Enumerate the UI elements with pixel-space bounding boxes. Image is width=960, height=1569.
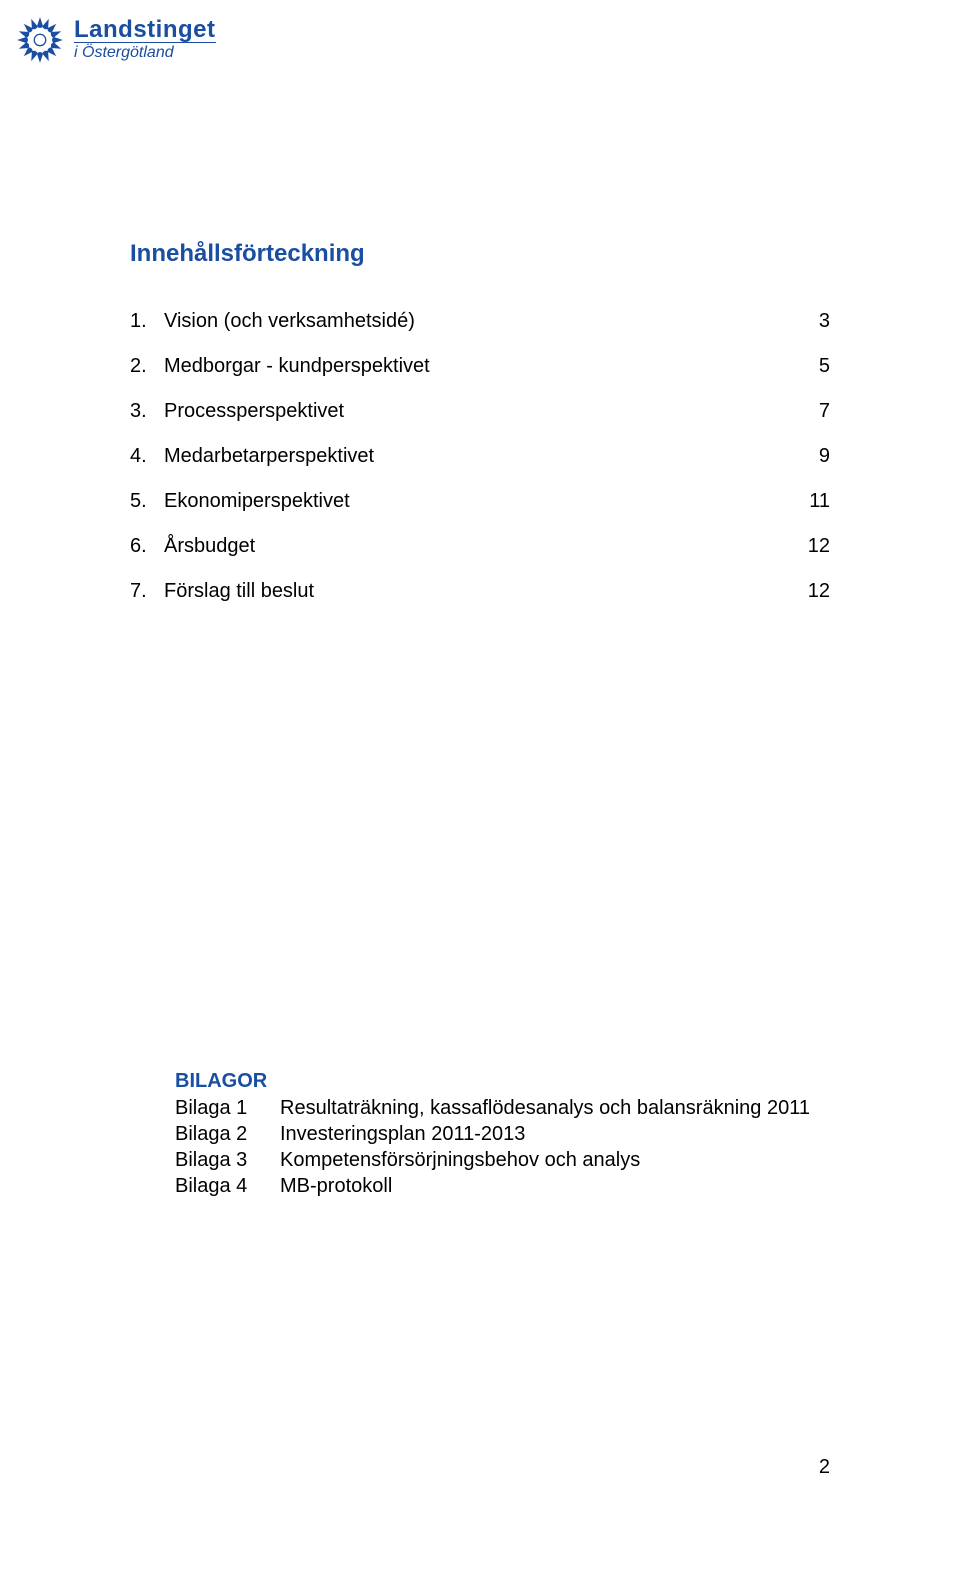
- toc-item-number: 5.: [130, 490, 164, 513]
- toc-item-page: 3: [790, 310, 830, 333]
- bilagor-item-desc: MB-protokoll: [280, 1175, 392, 1198]
- bilagor-item-key: Bilaga 3: [175, 1149, 280, 1172]
- toc-item-number: 4.: [130, 445, 164, 468]
- toc-item-page: 12: [790, 580, 830, 603]
- bilagor-item-desc: Investeringsplan 2011-2013: [280, 1123, 525, 1146]
- toc-item-page: 12: [790, 535, 830, 558]
- bilagor-section: BILAGOR Bilaga 1Resultaträkning, kassafl…: [175, 1070, 835, 1198]
- toc-list: 1.Vision (och verksamhetsidé)3 2.Medborga…: [130, 310, 830, 603]
- sunburst-icon: [14, 14, 66, 66]
- toc-item-label: Ekonomiperspektivet: [164, 490, 790, 513]
- toc-item-label: Medborgar - kundperspektivet: [164, 355, 790, 378]
- bilagor-item-key: Bilaga 2: [175, 1123, 280, 1146]
- toc-item-label: Förslag till beslut: [164, 580, 790, 603]
- logo-text: Landstinget i Östergötland: [74, 18, 216, 62]
- logo-sub: i Östergötland: [74, 42, 216, 62]
- toc-item-page: 5: [790, 355, 830, 378]
- toc-item-number: 2.: [130, 355, 164, 378]
- header-logo: Landstinget i Östergötland: [14, 14, 216, 66]
- toc-item-number: 7.: [130, 580, 164, 603]
- bilagor-item-desc: Resultaträkning, kassaflödesanalys och b…: [280, 1097, 810, 1120]
- bilagor-row: Bilaga 4MB-protokoll: [175, 1175, 835, 1198]
- toc-section: Innehållsförteckning 1.Vision (och verks…: [130, 240, 830, 603]
- toc-item-label: Årsbudget: [164, 535, 790, 558]
- toc-row: 6.Årsbudget12: [130, 535, 830, 558]
- bilagor-item-key: Bilaga 4: [175, 1175, 280, 1198]
- logo-main: Landstinget: [74, 18, 216, 42]
- bilagor-list: Bilaga 1Resultaträkning, kassaflödesanal…: [175, 1097, 835, 1198]
- bilagor-row: Bilaga 2Investeringsplan 2011-2013: [175, 1123, 835, 1146]
- bilagor-item-key: Bilaga 1: [175, 1097, 280, 1120]
- toc-item-number: 3.: [130, 400, 164, 423]
- toc-row: 2.Medborgar - kundperspektivet5: [130, 355, 830, 378]
- toc-row: 4.Medarbetarperspektivet9: [130, 445, 830, 468]
- bilagor-row: Bilaga 1Resultaträkning, kassaflödesanal…: [175, 1097, 835, 1120]
- bilagor-row: Bilaga 3Kompetensförsörjningsbehov och a…: [175, 1149, 835, 1172]
- toc-item-label: Vision (och verksamhetsidé): [164, 310, 790, 333]
- toc-item-number: 1.: [130, 310, 164, 333]
- toc-item-page: 9: [790, 445, 830, 468]
- toc-row: 1.Vision (och verksamhetsidé)3: [130, 310, 830, 333]
- toc-item-page: 7: [790, 400, 830, 423]
- toc-row: 3.Processperspektivet7: [130, 400, 830, 423]
- toc-item-label: Processperspektivet: [164, 400, 790, 423]
- toc-item-label: Medarbetarperspektivet: [164, 445, 790, 468]
- toc-row: 7.Förslag till beslut12: [130, 580, 830, 603]
- toc-item-number: 6.: [130, 535, 164, 558]
- bilagor-item-desc: Kompetensförsörjningsbehov och analys: [280, 1149, 640, 1172]
- bilagor-title: BILAGOR: [175, 1070, 835, 1093]
- toc-title: Innehållsförteckning: [130, 240, 830, 268]
- toc-item-page: 11: [790, 490, 830, 513]
- toc-row: 5.Ekonomiperspektivet11: [130, 490, 830, 513]
- page-number: 2: [819, 1456, 830, 1479]
